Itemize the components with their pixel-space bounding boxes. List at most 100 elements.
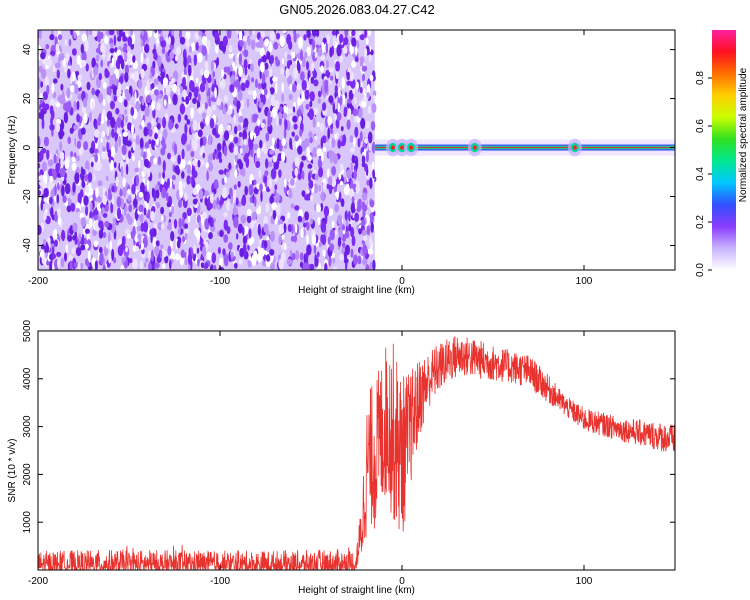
noise-speckle — [89, 147, 95, 154]
noise-speckle — [317, 251, 320, 258]
noise-speckle — [102, 195, 107, 205]
noise-speckle — [46, 260, 50, 266]
noise-speckle — [154, 245, 160, 257]
noise-speckle — [228, 134, 234, 142]
noise-speckle — [372, 90, 377, 97]
noise-speckle — [162, 142, 167, 150]
noise-speckle — [219, 230, 224, 238]
noise-speckle — [125, 156, 130, 164]
noise-speckle — [40, 244, 45, 250]
noise-speckle — [185, 31, 191, 40]
noise-speckle — [168, 211, 172, 218]
y-tick-label: 5000 — [22, 319, 33, 342]
noise-speckle — [146, 147, 151, 156]
noise-speckle — [74, 172, 80, 185]
noise-speckle — [217, 151, 222, 160]
spectrogram-plot-area — [38, 30, 675, 270]
noise-speckle — [190, 150, 195, 158]
noise-speckle — [162, 171, 166, 179]
noise-speckle — [132, 154, 135, 162]
noise-speckle — [182, 235, 186, 243]
noise-speckle — [163, 99, 167, 107]
y-tick-label: 2000 — [22, 463, 33, 486]
noise-speckle — [343, 106, 348, 116]
noise-speckle — [56, 101, 61, 108]
noise-speckle — [286, 60, 291, 70]
noise-speckle — [359, 33, 365, 41]
noise-speckle — [104, 70, 110, 79]
noise-speckle — [82, 98, 88, 108]
noise-speckle — [367, 131, 373, 144]
noise-speckle — [256, 147, 261, 159]
noise-speckle — [247, 89, 253, 96]
noise-speckle — [55, 122, 61, 133]
noise-speckle — [228, 45, 233, 54]
noise-speckle — [38, 65, 44, 73]
noise-speckle — [135, 246, 140, 252]
noise-speckle — [283, 127, 287, 139]
noise-speckle — [278, 258, 284, 270]
noise-speckle — [41, 161, 47, 172]
spectrogram-y-ticks: 40 20 0 -20 -40 — [22, 44, 675, 253]
noise-speckle — [221, 68, 225, 78]
noise-speckle — [198, 221, 202, 228]
noise-speckle — [47, 159, 54, 167]
noise-speckle — [93, 215, 99, 221]
noise-speckle — [115, 176, 119, 187]
noise-speckle — [331, 165, 336, 176]
noise-speckle — [124, 109, 127, 115]
noise-speckle — [76, 55, 81, 65]
noise-speckle — [161, 187, 167, 199]
noise-speckle — [165, 192, 169, 202]
noise-speckle — [116, 207, 122, 220]
noise-speckle — [43, 187, 49, 198]
noise-speckle — [208, 96, 211, 109]
noise-speckle — [325, 42, 329, 54]
noise-speckle — [365, 120, 370, 129]
noise-speckle — [238, 115, 244, 123]
noise-speckle — [345, 219, 349, 227]
noise-speckle — [130, 30, 133, 37]
noise-speckle — [246, 98, 250, 109]
noise-speckle — [223, 234, 229, 243]
noise-speckle — [351, 235, 356, 247]
noise-speckle — [274, 56, 279, 62]
noise-speckle — [285, 215, 288, 225]
noise-speckle — [151, 187, 155, 198]
noise-speckle — [264, 87, 268, 96]
noise-speckle — [329, 47, 333, 58]
noise-speckle — [70, 73, 73, 85]
noise-speckle — [177, 154, 181, 165]
noise-speckle — [131, 184, 136, 195]
noise-speckle — [162, 128, 168, 140]
noise-speckle — [195, 41, 199, 51]
noise-speckle — [344, 210, 348, 221]
noise-speckle — [301, 80, 307, 91]
noise-speckle — [311, 30, 317, 37]
noise-speckle — [309, 218, 313, 225]
noise-speckle — [162, 160, 166, 172]
noise-speckle — [111, 128, 115, 139]
noise-speckle — [43, 136, 50, 147]
noise-speckle — [362, 235, 368, 242]
noise-speckle — [357, 137, 361, 148]
noise-speckle — [332, 153, 338, 165]
noise-speckle — [281, 234, 285, 240]
noise-speckle — [140, 68, 145, 80]
noise-speckle — [239, 40, 244, 47]
noise-speckle — [266, 229, 270, 237]
noise-speckle — [240, 214, 247, 224]
noise-speckle — [158, 172, 162, 179]
noise-speckle — [208, 153, 211, 165]
noise-speckle — [85, 184, 89, 194]
noise-speckle — [330, 154, 333, 164]
noise-speckle — [160, 71, 166, 78]
noise-speckle — [362, 254, 366, 265]
noise-speckle — [320, 191, 325, 202]
noise-speckle — [171, 174, 176, 181]
noise-speckle — [174, 123, 179, 129]
noise-speckle — [213, 217, 216, 224]
noise-speckle — [191, 138, 194, 147]
noise-speckle — [320, 221, 327, 233]
